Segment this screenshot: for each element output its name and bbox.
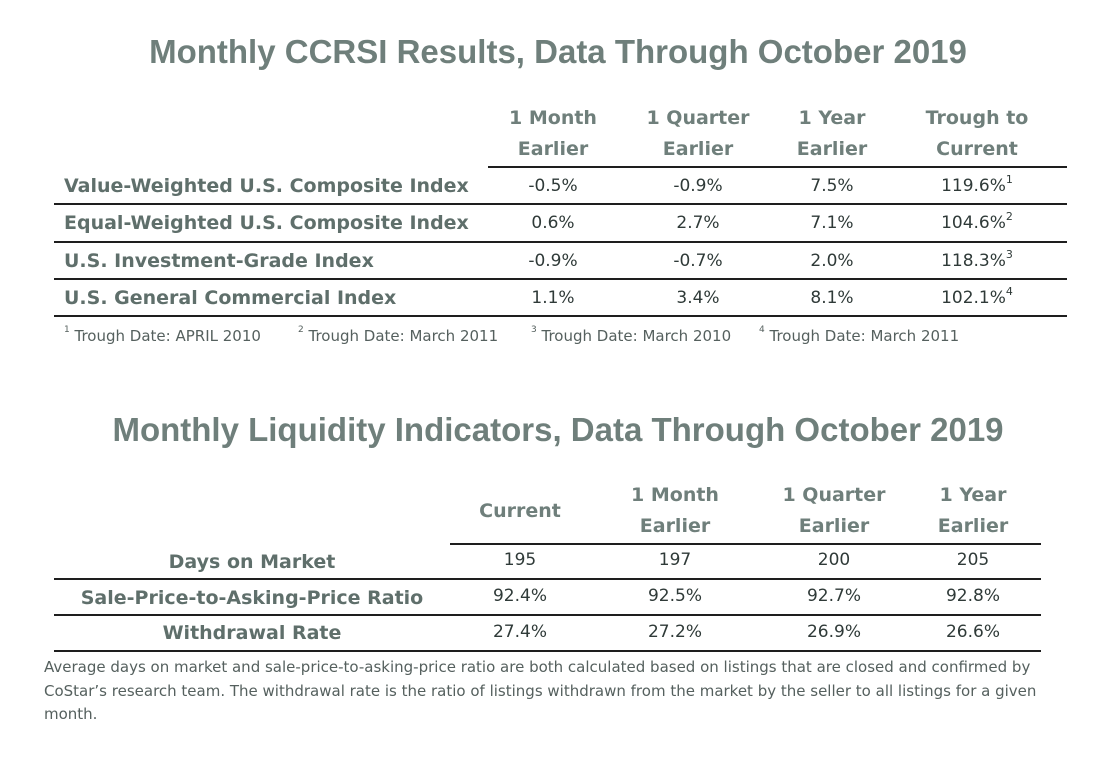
header-line: Earlier <box>639 515 711 537</box>
header-line: Current <box>936 138 1018 160</box>
header-line: Earlier <box>796 138 868 160</box>
ccrsi-cell: 1.1% <box>531 288 575 308</box>
trough-value: 102.1% <box>941 288 1006 308</box>
ccrsi-footnote: 1 Trough Date: APRIL 2010 <box>64 325 261 345</box>
header-line: Earlier <box>517 138 589 160</box>
liquidity-cell: 197 <box>658 550 692 570</box>
ccrsi-cell: -0.9% <box>528 251 578 271</box>
ccrsi-cell-trough: 102.1%4 <box>907 285 1047 308</box>
liquidity-cell: 205 <box>956 550 990 570</box>
header-line: Earlier <box>662 138 734 160</box>
liquidity-cell: 92.7% <box>806 586 861 606</box>
liquidity-title: Monthly Liquidity Indicators, Data Throu… <box>112 411 1004 448</box>
liquidity-header-current-label: Current <box>479 500 561 522</box>
footnote-mark: 3 <box>1005 248 1013 261</box>
ccrsi-header-1-quarter: 1 Quarter Earlier <box>628 103 768 165</box>
footnote-text: Trough Date: APRIL 2010 <box>74 327 261 345</box>
liquidity-row-rule <box>54 614 1041 616</box>
ccrsi-cell: 2.0% <box>810 251 854 271</box>
ccrsi-row-rule <box>54 278 1067 280</box>
trough-value: 119.6% <box>941 176 1006 196</box>
ccrsi-cell: 7.5% <box>810 176 854 196</box>
ccrsi-row-label: Equal-Weighted U.S. Composite Index <box>64 212 469 234</box>
header-line: Trough to <box>925 107 1029 129</box>
liquidity-header-1-year: 1 Year Earlier <box>908 480 1038 542</box>
ccrsi-row-rule <box>54 315 1067 317</box>
liquidity-header-rule <box>450 543 1041 545</box>
footnote-mark: 1 <box>1005 173 1013 186</box>
header-line: Earlier <box>937 515 1009 537</box>
ccrsi-footnote: 3 Trough Date: March 2010 <box>531 325 732 345</box>
header-line: 1 Month <box>631 484 719 506</box>
ccrsi-cell: 8.1% <box>810 288 854 308</box>
liquidity-row-label: Withdrawal Rate <box>162 622 342 644</box>
header-line: Earlier <box>798 515 870 537</box>
liquidity-header-1-month: 1 Month Earlier <box>605 480 745 542</box>
liquidity-cell: 27.2% <box>647 622 702 642</box>
ccrsi-cell: -0.7% <box>673 251 723 271</box>
footnote-mark: 4 <box>1005 285 1013 298</box>
ccrsi-header-trough: Trough to Current <box>907 103 1047 165</box>
ccrsi-footnote: 2 Trough Date: March 2011 <box>298 325 499 345</box>
ccrsi-cell: -0.5% <box>528 176 578 196</box>
footnote-text: Trough Date: March 2010 <box>541 327 732 345</box>
footnote-mark: 2 <box>298 325 304 335</box>
liquidity-row-rule <box>54 650 1041 652</box>
header-line: 1 Month <box>509 107 597 129</box>
ccrsi-row-label: Value-Weighted U.S. Composite Index <box>64 175 469 197</box>
ccrsi-cell: 0.6% <box>531 213 575 233</box>
header-line: 1 Year <box>939 484 1007 506</box>
ccrsi-row-label: U.S. General Commercial Index <box>64 287 397 309</box>
ccrsi-header-rule <box>488 166 1067 168</box>
ccrsi-header-1-year: 1 Year Earlier <box>772 103 892 165</box>
footnote-mark: 2 <box>1005 210 1013 223</box>
footnote-text: Trough Date: March 2011 <box>769 327 960 345</box>
liquidity-cell: 92.4% <box>492 586 547 606</box>
liquidity-row-label: Sale-Price-to-Asking-Price Ratio <box>80 587 424 609</box>
header-line: 1 Quarter <box>646 107 750 129</box>
liquidity-row-rule <box>54 578 1041 580</box>
header-line: 1 Quarter <box>782 484 886 506</box>
trough-value: 118.3% <box>941 251 1006 271</box>
liquidity-note: Average days on market and sale-price-to… <box>44 658 1037 723</box>
ccrsi-cell: 2.7% <box>676 213 720 233</box>
ccrsi-row-rule <box>54 241 1067 243</box>
header-line: 1 Year <box>798 107 866 129</box>
ccrsi-header-1-month: 1 Month Earlier <box>488 103 618 165</box>
footnote-text: Trough Date: March 2011 <box>308 327 499 345</box>
ccrsi-title: Monthly CCRSI Results, Data Through Octo… <box>149 33 967 70</box>
ccrsi-cell-trough: 119.6%1 <box>907 173 1047 196</box>
ccrsi-row-label: U.S. Investment-Grade Index <box>64 250 374 272</box>
ccrsi-cell: 3.4% <box>676 288 720 308</box>
liquidity-cell: 27.4% <box>492 622 547 642</box>
ccrsi-cell: 7.1% <box>810 213 854 233</box>
ccrsi-cell-trough: 118.3%3 <box>907 248 1047 271</box>
trough-value: 104.6% <box>941 213 1006 233</box>
liquidity-cell: 26.9% <box>806 622 861 642</box>
liquidity-cell: 92.8% <box>945 586 1000 606</box>
footnote-mark: 4 <box>759 325 765 335</box>
ccrsi-cell-trough: 104.6%2 <box>907 210 1047 233</box>
liquidity-cell: 195 <box>503 550 537 570</box>
liquidity-header-1-quarter: 1 Quarter Earlier <box>764 480 904 542</box>
ccrsi-footnote: 4 Trough Date: March 2011 <box>759 325 960 345</box>
liquidity-row-label: Days on Market <box>168 551 336 573</box>
ccrsi-cell: -0.9% <box>673 176 723 196</box>
footnote-mark: 3 <box>531 325 537 335</box>
ccrsi-row-rule <box>54 203 1067 205</box>
liquidity-cell: 92.5% <box>647 586 702 606</box>
liquidity-cell: 26.6% <box>945 622 1000 642</box>
footnote-mark: 1 <box>64 325 70 335</box>
liquidity-cell: 200 <box>817 550 851 570</box>
